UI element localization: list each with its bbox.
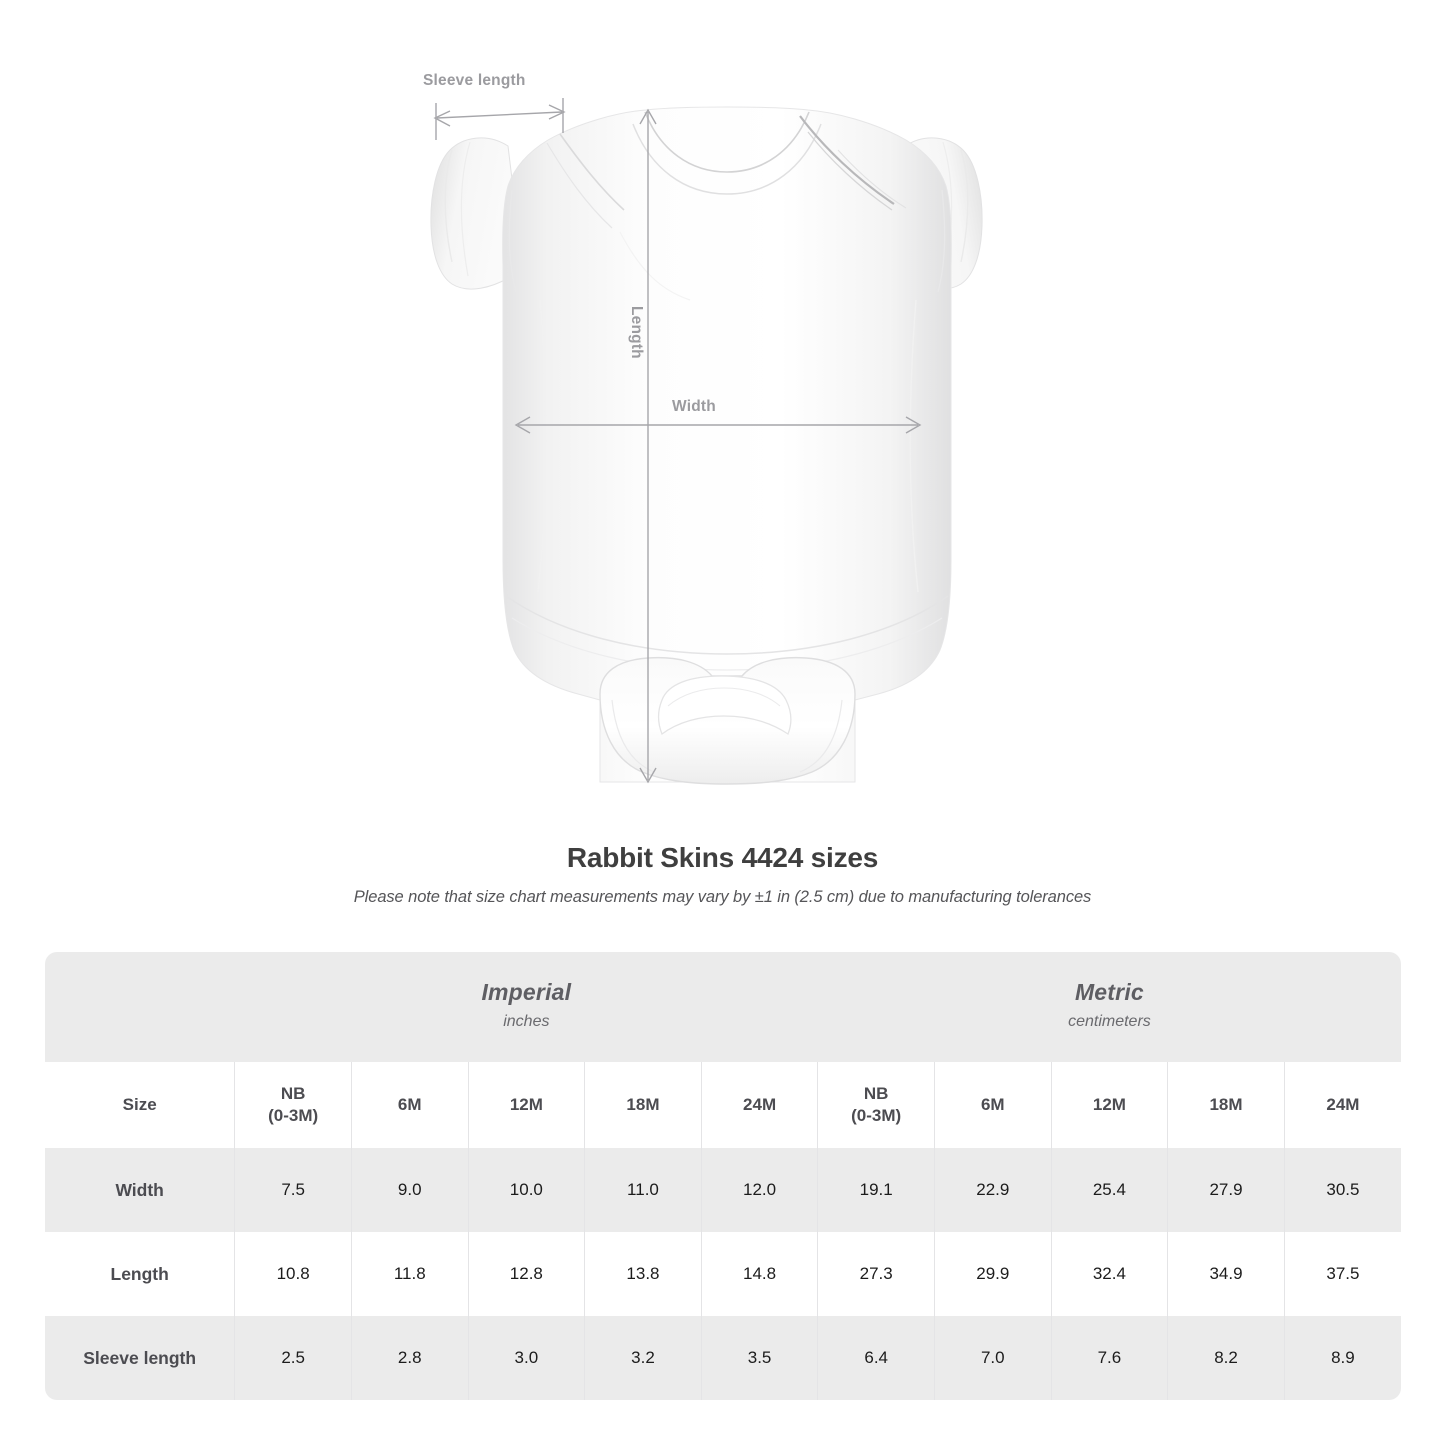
cell-length-metric-18m: 34.9 <box>1167 1232 1285 1316</box>
row-label-width: Width <box>45 1148 236 1232</box>
unit-group-row: Imperial inches Metric centimeters <box>45 952 1401 1062</box>
width-arrow <box>514 416 922 434</box>
header-imperial-18m: 18M <box>584 1062 702 1148</box>
header-metric-nb: NB (0-3M) <box>817 1062 935 1148</box>
header-metric-nb-line1: NB <box>863 1084 889 1104</box>
cell-width-metric-18m: 27.9 <box>1167 1148 1285 1232</box>
cell-sleeve-imperial-6m: 2.8 <box>351 1316 469 1400</box>
unit-group-imperial-name: Imperial <box>481 979 572 1005</box>
unit-spacer-cell <box>45 952 235 1062</box>
unit-group-metric-sub: centimeters <box>1068 1013 1151 1030</box>
header-metric-12m: 12M <box>1051 1062 1169 1148</box>
unit-group-metric-name: Metric <box>1074 979 1144 1005</box>
tolerance-note: Please note that size chart measurements… <box>353 888 1092 906</box>
cell-width-imperial-24m: 12.0 <box>701 1148 819 1232</box>
row-label-length: Length <box>45 1232 236 1316</box>
cell-length-imperial-nb: 10.8 <box>234 1232 352 1316</box>
title-block: Rabbit Skins 4424 sizes Please note that… <box>0 842 1445 907</box>
header-imperial-nb-line2: (0-3M) <box>268 1106 319 1125</box>
size-header-row: Size NB (0-3M) 6M 12M <box>45 1062 1401 1148</box>
cell-length-metric-12m: 32.4 <box>1051 1232 1169 1316</box>
unit-group-metric: Metric centimeters <box>817 952 1401 1062</box>
cell-width-imperial-18m: 11.0 <box>584 1148 702 1232</box>
cell-width-metric-6m: 22.9 <box>934 1148 1052 1232</box>
header-metric-nb-line2: (0-3M) <box>851 1106 902 1125</box>
cell-width-imperial-6m: 9.0 <box>351 1148 469 1232</box>
cell-sleeve-metric-12m: 7.6 <box>1051 1316 1169 1400</box>
cell-length-metric-24m: 37.5 <box>1284 1232 1401 1316</box>
cell-width-metric-nb: 19.1 <box>817 1148 935 1232</box>
unit-group-imperial: Imperial inches <box>234 952 818 1062</box>
header-imperial-6m: 6M <box>351 1062 469 1148</box>
garment-diagram: Sleeve length Length Width <box>423 72 983 785</box>
header-metric-24m: 24M <box>1284 1062 1401 1148</box>
table-row: Sleeve length 2.5 2.8 3.0 3.2 3.5 6.4 7.… <box>45 1316 1401 1400</box>
header-metric-6m: 6M <box>934 1062 1052 1148</box>
cell-width-imperial-nb: 7.5 <box>234 1148 352 1232</box>
size-table: Imperial inches Metric centimeters Size <box>45 952 1401 1400</box>
cell-width-metric-12m: 25.4 <box>1051 1148 1169 1232</box>
cell-length-imperial-12m: 12.8 <box>468 1232 586 1316</box>
cell-sleeve-metric-nb: 6.4 <box>817 1316 935 1400</box>
header-imperial-nb: NB (0-3M) <box>234 1062 352 1148</box>
cell-sleeve-imperial-nb: 2.5 <box>234 1316 352 1400</box>
cell-sleeve-metric-18m: 8.2 <box>1167 1316 1285 1400</box>
cell-width-metric-24m: 30.5 <box>1284 1148 1401 1232</box>
cell-width-imperial-12m: 10.0 <box>468 1148 586 1232</box>
size-table-wrapper: Imperial inches Metric centimeters Size <box>45 952 1401 1400</box>
cell-sleeve-imperial-24m: 3.5 <box>701 1316 819 1400</box>
cell-length-metric-6m: 29.9 <box>934 1232 1052 1316</box>
annotation-sleeve-length: Sleeve length <box>423 72 526 89</box>
bodysuit-illustration <box>430 98 983 785</box>
sleeve-length-arrow <box>433 98 566 140</box>
cell-length-imperial-24m: 14.8 <box>701 1232 819 1316</box>
table-row: Width 7.5 9.0 10.0 11.0 12.0 19.1 22.9 2… <box>45 1148 1401 1232</box>
cell-sleeve-metric-24m: 8.9 <box>1284 1316 1401 1400</box>
header-imperial-nb-line1: NB <box>280 1084 306 1104</box>
header-imperial-24m: 24M <box>701 1062 819 1148</box>
length-arrow <box>639 108 657 784</box>
header-size-label: Size <box>122 1095 157 1115</box>
header-metric-18m: 18M <box>1167 1062 1285 1148</box>
page-title: Rabbit Skins 4424 sizes <box>566 842 879 873</box>
header-imperial-12m: 12M <box>468 1062 586 1148</box>
annotation-length: Length <box>628 306 645 359</box>
cell-sleeve-metric-6m: 7.0 <box>934 1316 1052 1400</box>
cell-length-imperial-6m: 11.8 <box>351 1232 469 1316</box>
row-label-sleeve-length: Sleeve length <box>45 1316 236 1400</box>
annotation-width: Width <box>672 398 716 415</box>
header-size: Size <box>45 1062 236 1148</box>
cell-sleeve-imperial-18m: 3.2 <box>584 1316 702 1400</box>
cell-sleeve-imperial-12m: 3.0 <box>468 1316 586 1400</box>
cell-length-imperial-18m: 13.8 <box>584 1232 702 1316</box>
table-row: Length 10.8 11.8 12.8 13.8 14.8 27.3 29.… <box>45 1232 1401 1316</box>
cell-length-metric-nb: 27.3 <box>817 1232 935 1316</box>
unit-group-imperial-sub: inches <box>503 1013 550 1030</box>
